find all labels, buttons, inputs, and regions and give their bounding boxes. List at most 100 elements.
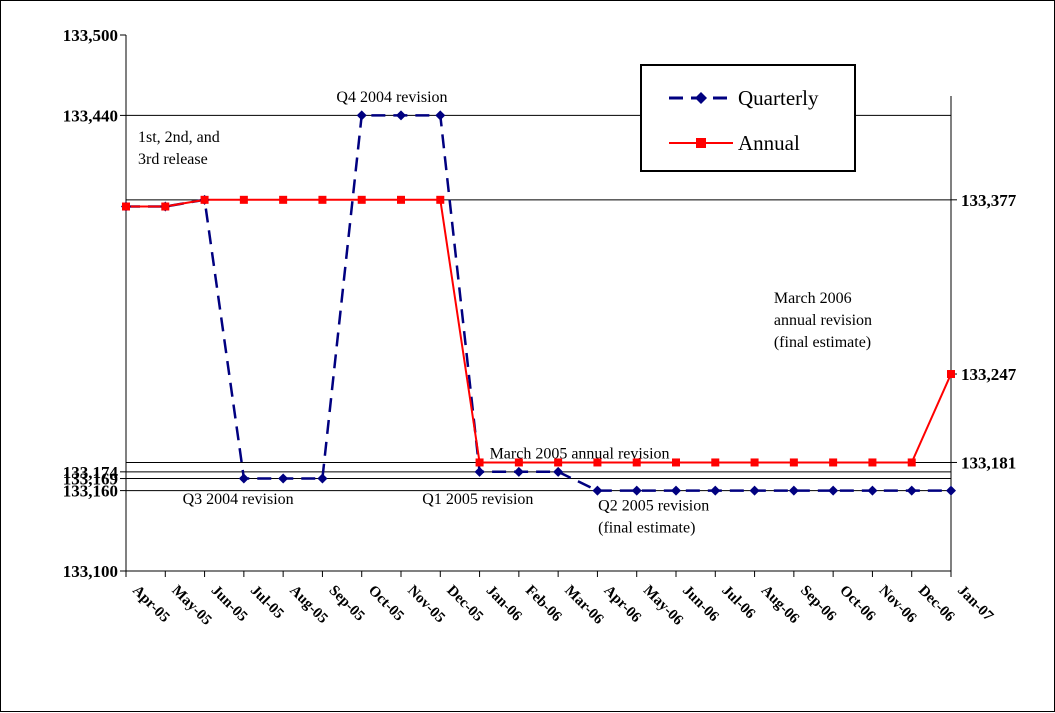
- annotation: 1st, 2nd, and 3rd release: [138, 129, 220, 168]
- marker-annual: [239, 195, 248, 204]
- series-lines: [126, 114, 952, 492]
- x-tick-label: Jun-05: [208, 583, 251, 626]
- marker-annual: [514, 458, 523, 467]
- legend-label-annual: Annual: [738, 131, 800, 155]
- annotation: Q1 2005 revision: [422, 491, 533, 508]
- marker-quarterly: [278, 473, 289, 484]
- annotation: Q4 2004 revision: [336, 89, 447, 106]
- marker-annual: [672, 458, 680, 467]
- annotation: Q2 2005 revision (final estimate): [598, 498, 709, 537]
- marker-quarterly: [317, 473, 328, 484]
- annotation-line: Q3 2004 revision: [183, 491, 294, 508]
- annotation-line: (final estimate): [774, 334, 871, 351]
- marker-quarterly: [435, 110, 446, 121]
- marker-annual: [436, 195, 445, 204]
- marker-annual: [554, 458, 563, 467]
- marker-quarterly: [828, 485, 839, 496]
- x-tick-label: Oct-06: [836, 583, 878, 625]
- right-value-label: 133,247: [961, 365, 1017, 384]
- annotation-line: (final estimate): [598, 520, 695, 537]
- x-tick-label: Apr-06: [601, 583, 645, 627]
- legend: Quarterly Annual: [640, 64, 856, 172]
- marker-annual: [632, 458, 641, 467]
- legend-marker-quarterly: [695, 92, 707, 104]
- x-tick-label: May-06: [640, 583, 686, 629]
- marker-quarterly: [238, 473, 249, 484]
- marker-quarterly: [788, 485, 799, 496]
- annotation: Q3 2004 revision: [183, 491, 294, 508]
- marker-quarterly: [906, 485, 917, 496]
- series-line-quarterly: [126, 114, 951, 492]
- x-tick-label: Nov-05: [404, 583, 448, 627]
- marker-annual: [907, 458, 916, 467]
- legend-box: [640, 64, 856, 172]
- x-tick-label: Sep-06: [797, 583, 839, 625]
- marker-annual: [357, 195, 366, 204]
- x-tick-label: Aug-06: [758, 583, 803, 628]
- marker-annual: [789, 458, 798, 467]
- annotation-line: annual revision: [774, 312, 872, 329]
- left-tick-label: 133,169: [63, 470, 118, 489]
- annotation-line: Q4 2004 revision: [336, 89, 447, 106]
- marker-annual: [200, 195, 209, 204]
- annotation: March 2005 annual revision: [490, 445, 670, 462]
- marker-quarterly: [396, 110, 406, 121]
- legend-marker-annual: [696, 138, 706, 148]
- marker-annual: [161, 202, 170, 211]
- marker-annual: [829, 458, 838, 467]
- marker-quarterly: [671, 485, 681, 496]
- annotation-line: March 2006: [774, 290, 852, 307]
- annotation-line: Q1 2005 revision: [422, 491, 533, 508]
- x-tick-label: Jun-06: [679, 583, 722, 626]
- marker-annual: [397, 195, 405, 204]
- right-value-label: 133,377: [961, 191, 1017, 210]
- marker-annual: [868, 458, 877, 467]
- marker-quarterly: [946, 485, 956, 496]
- marker-annual: [279, 195, 288, 204]
- x-tick-label: Jul-05: [247, 583, 287, 623]
- marker-quarterly: [474, 466, 485, 477]
- marker-annual: [750, 458, 759, 467]
- x-tick-label: Mar-06: [561, 583, 606, 628]
- left-tick-label: 133,440: [63, 106, 118, 125]
- marker-quarterly: [356, 110, 367, 121]
- marker-annual: [318, 195, 327, 204]
- left-tick-label: 133,160: [63, 482, 118, 501]
- marker-annual: [593, 458, 602, 467]
- x-tick-label: Jul-06: [718, 583, 758, 623]
- marker-quarterly: [749, 485, 760, 496]
- x-tick-label: Apr-05: [129, 583, 172, 626]
- marker-quarterly: [592, 485, 603, 496]
- series-line-annual: [126, 198, 952, 464]
- left-tick-label: 133,100: [63, 562, 118, 581]
- series-markers: [121, 110, 956, 496]
- x-tick-label: May-05: [168, 583, 214, 629]
- right-value-labels: 133,377 133,247 133,181: [951, 191, 1017, 472]
- x-tick-label: Sep-05: [326, 583, 368, 625]
- marker-quarterly: [710, 485, 721, 496]
- x-tick-label: Nov-06: [876, 583, 920, 627]
- annotation-line: Q2 2005 revision: [598, 498, 709, 515]
- marker-annual: [475, 458, 484, 467]
- x-tick-label: Jan-07: [954, 583, 996, 625]
- left-tick-label: 133,174: [63, 463, 119, 482]
- marker-quarterly: [553, 466, 564, 477]
- annotation: March 2006 annual revision (final estimate…: [774, 290, 872, 351]
- annotation-line: 3rd release: [138, 151, 208, 168]
- right-value-label: 133,181: [961, 453, 1016, 472]
- x-tick-label: Dec-06: [915, 583, 958, 626]
- marker-quarterly: [867, 485, 878, 496]
- x-tick-label: Oct-05: [365, 583, 407, 625]
- x-tick-label: Aug-05: [286, 583, 330, 627]
- marker-annual: [711, 458, 720, 467]
- annotation-line: 1st, 2nd, and: [138, 129, 220, 146]
- marker-quarterly: [631, 485, 642, 496]
- marker-quarterly: [513, 466, 524, 477]
- left-tick-label: 133,500: [63, 26, 118, 45]
- x-tick-label: Dec-05: [443, 583, 486, 626]
- marker-annual: [947, 370, 955, 379]
